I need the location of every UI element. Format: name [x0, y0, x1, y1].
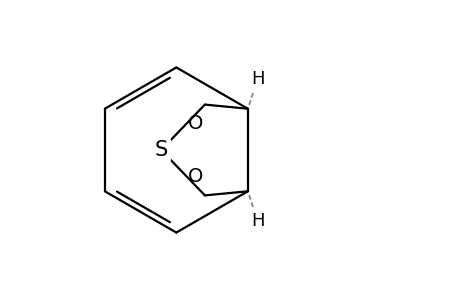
Text: S: S — [154, 140, 168, 160]
Text: H: H — [251, 212, 264, 230]
Text: O: O — [188, 167, 203, 186]
Text: H: H — [251, 70, 264, 88]
Text: O: O — [188, 114, 203, 133]
